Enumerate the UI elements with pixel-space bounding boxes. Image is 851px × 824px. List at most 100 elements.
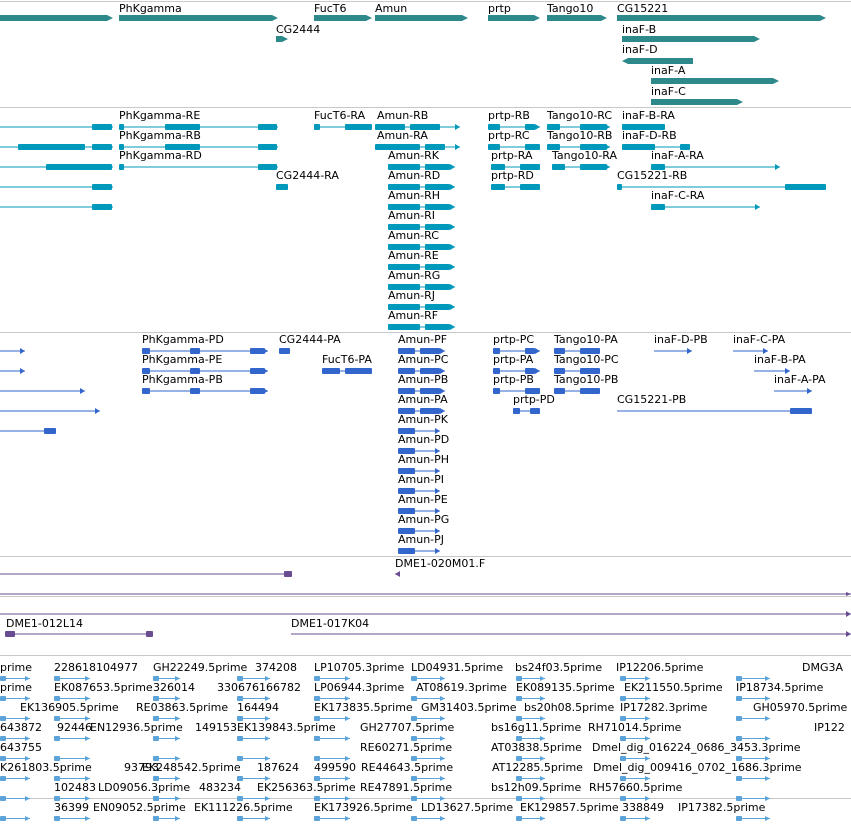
est-glyph[interactable]: [0, 815, 30, 821]
est-glyph[interactable]: [736, 695, 770, 701]
est-glyph[interactable]: [153, 755, 180, 761]
est-glyph[interactable]: [516, 815, 545, 821]
protein-glyph[interactable]: [617, 408, 812, 414]
gene-glyph[interactable]: [276, 36, 288, 42]
protein-glyph[interactable]: [513, 408, 540, 414]
est-glyph[interactable]: [54, 695, 90, 701]
gene-glyph[interactable]: [651, 99, 743, 105]
protein-glyph[interactable]: [398, 368, 445, 374]
protein-glyph[interactable]: [142, 368, 268, 374]
gene-glyph[interactable]: [119, 15, 278, 21]
transcript-glyph[interactable]: [0, 124, 113, 130]
protein-glyph[interactable]: [398, 408, 445, 414]
clone-glyph[interactable]: [395, 571, 400, 577]
protein-glyph[interactable]: [142, 348, 268, 354]
est-glyph[interactable]: [314, 815, 350, 821]
transcript-glyph[interactable]: [622, 124, 665, 130]
protein-glyph[interactable]: [398, 448, 440, 454]
est-glyph[interactable]: [153, 795, 180, 801]
est-glyph[interactable]: [736, 715, 770, 721]
transcript-glyph[interactable]: [651, 164, 780, 170]
est-glyph[interactable]: [620, 775, 650, 781]
est-glyph[interactable]: [0, 795, 30, 801]
protein-glyph[interactable]: [493, 368, 540, 374]
transcript-glyph[interactable]: [388, 164, 455, 170]
est-glyph[interactable]: [411, 795, 445, 801]
transcript-glyph[interactable]: [388, 244, 455, 250]
transcript-glyph[interactable]: [119, 144, 278, 150]
transcript-glyph[interactable]: [119, 124, 278, 130]
transcript-glyph[interactable]: [0, 164, 113, 170]
est-glyph[interactable]: [54, 675, 90, 681]
est-glyph[interactable]: [153, 775, 180, 781]
est-glyph[interactable]: [620, 795, 650, 801]
est-glyph[interactable]: [314, 715, 350, 721]
est-glyph[interactable]: [153, 735, 180, 741]
gene-glyph[interactable]: [622, 58, 693, 64]
est-glyph[interactable]: [620, 755, 650, 761]
protein-glyph[interactable]: [0, 408, 100, 414]
transcript-glyph[interactable]: [617, 184, 826, 190]
gene-glyph[interactable]: [617, 15, 826, 21]
protein-glyph[interactable]: [398, 528, 440, 534]
protein-glyph[interactable]: [754, 368, 790, 374]
transcript-glyph[interactable]: [488, 124, 540, 130]
est-glyph[interactable]: [411, 815, 445, 821]
est-glyph[interactable]: [0, 695, 30, 701]
est-glyph[interactable]: [736, 755, 770, 761]
clone-glyph[interactable]: [0, 611, 851, 617]
gene-glyph[interactable]: [622, 36, 760, 42]
gene-glyph[interactable]: [375, 15, 468, 21]
protein-glyph[interactable]: [0, 368, 25, 374]
transcript-glyph[interactable]: [276, 184, 288, 190]
est-glyph[interactable]: [516, 695, 545, 701]
protein-glyph[interactable]: [398, 348, 445, 354]
transcript-glyph[interactable]: [375, 124, 460, 130]
transcript-glyph[interactable]: [491, 184, 540, 190]
est-glyph[interactable]: [620, 675, 650, 681]
clone-glyph[interactable]: [5, 631, 153, 637]
est-glyph[interactable]: [736, 775, 770, 781]
protein-glyph[interactable]: [0, 428, 56, 434]
est-glyph[interactable]: [620, 815, 650, 821]
transcript-glyph[interactable]: [0, 144, 113, 150]
est-glyph[interactable]: [0, 715, 30, 721]
est-glyph[interactable]: [736, 735, 770, 741]
est-glyph[interactable]: [516, 735, 545, 741]
transcript-glyph[interactable]: [375, 144, 460, 150]
est-glyph[interactable]: [314, 755, 350, 761]
est-glyph[interactable]: [314, 795, 350, 801]
protein-glyph[interactable]: [0, 348, 25, 354]
est-glyph[interactable]: [736, 815, 770, 821]
gene-glyph[interactable]: [314, 15, 372, 21]
protein-glyph[interactable]: [398, 548, 440, 554]
est-glyph[interactable]: [237, 695, 270, 701]
est-glyph[interactable]: [736, 795, 770, 801]
gene-glyph[interactable]: [651, 78, 779, 84]
est-glyph[interactable]: [411, 735, 445, 741]
est-glyph[interactable]: [411, 695, 445, 701]
protein-glyph[interactable]: [0, 388, 85, 394]
est-glyph[interactable]: [54, 815, 90, 821]
protein-glyph[interactable]: [554, 368, 600, 374]
est-glyph[interactable]: [516, 775, 545, 781]
est-glyph[interactable]: [0, 775, 30, 781]
protein-glyph[interactable]: [322, 368, 372, 374]
est-glyph[interactable]: [237, 715, 270, 721]
clone-glyph[interactable]: [291, 631, 851, 637]
protein-glyph[interactable]: [493, 388, 540, 394]
est-glyph[interactable]: [237, 795, 270, 801]
transcript-glyph[interactable]: [388, 264, 455, 270]
est-glyph[interactable]: [0, 735, 30, 741]
transcript-glyph[interactable]: [547, 124, 610, 130]
est-glyph[interactable]: [516, 795, 545, 801]
est-glyph[interactable]: [516, 755, 545, 761]
transcript-glyph[interactable]: [314, 124, 372, 130]
est-glyph[interactable]: [314, 675, 350, 681]
protein-glyph[interactable]: [142, 388, 268, 394]
est-glyph[interactable]: [736, 675, 770, 681]
protein-glyph[interactable]: [398, 468, 440, 474]
est-glyph[interactable]: [237, 775, 270, 781]
transcript-glyph[interactable]: [488, 144, 540, 150]
est-glyph[interactable]: [0, 755, 30, 761]
